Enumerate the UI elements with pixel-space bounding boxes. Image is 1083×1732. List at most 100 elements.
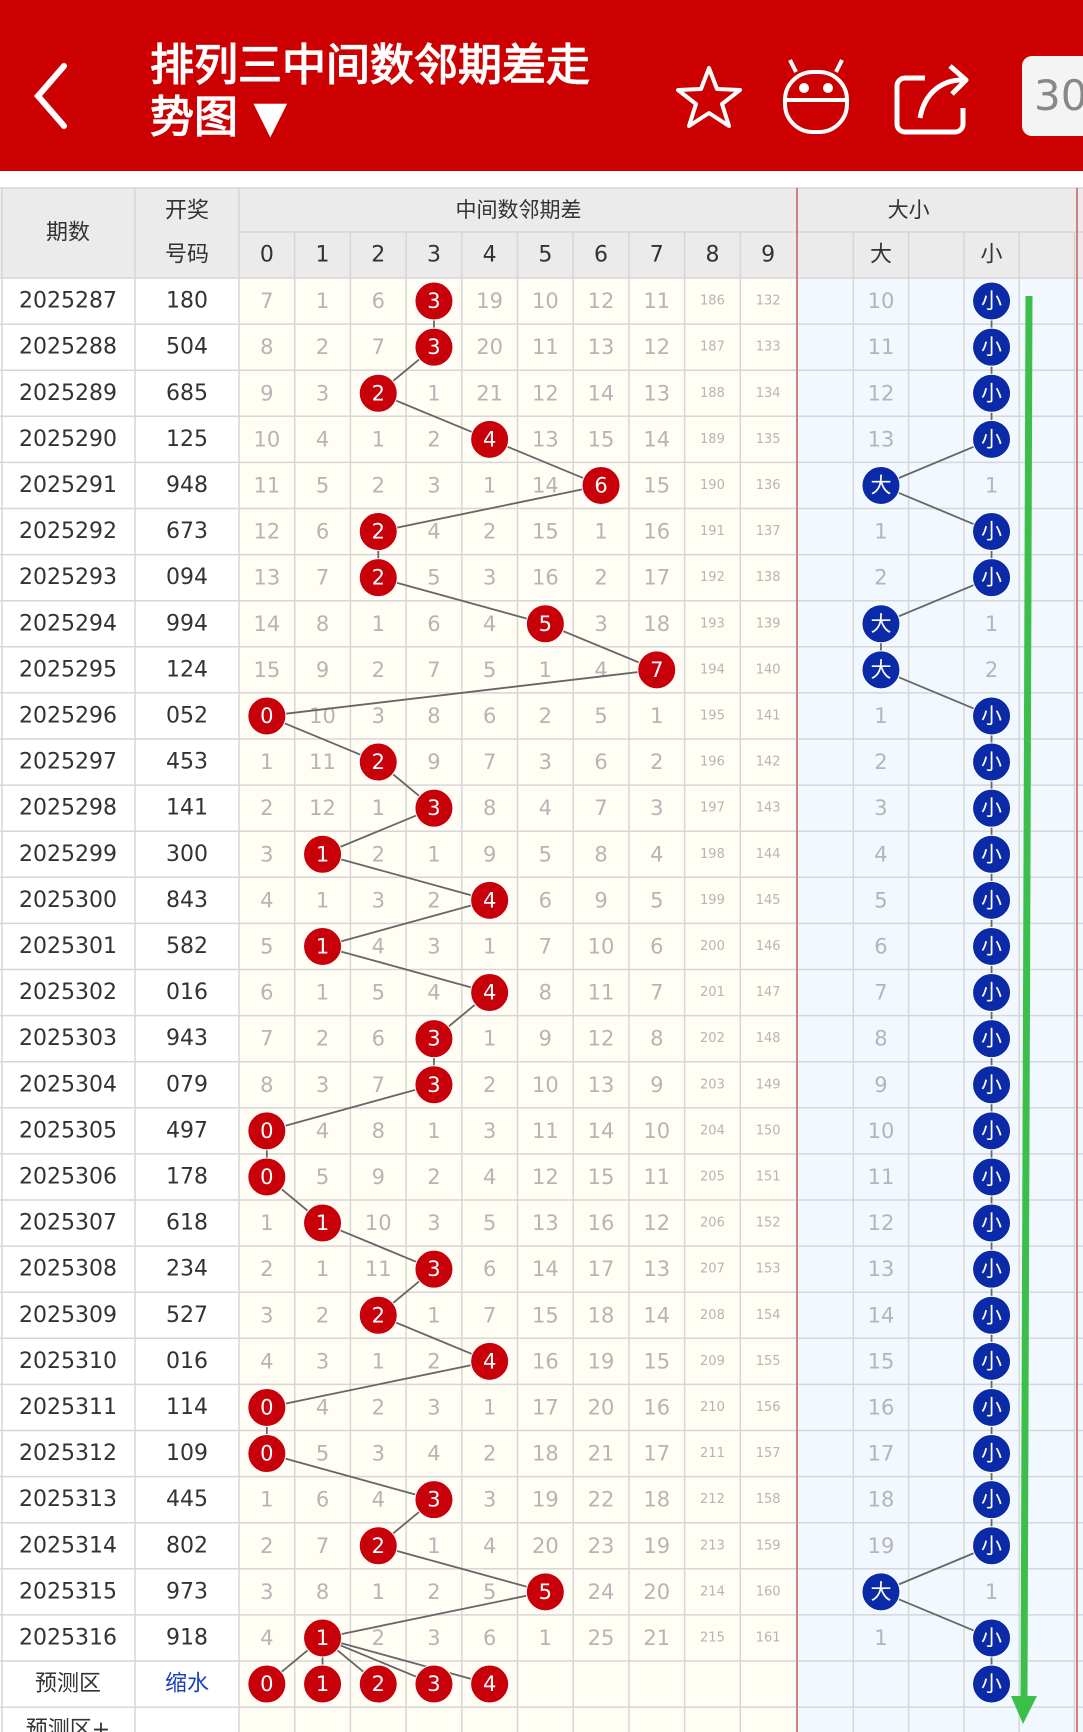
- ball: [358, 1664, 398, 1704]
- gap-value: 23: [588, 1534, 615, 1558]
- gap-value: 197: [700, 801, 725, 816]
- gap-value: 212: [700, 1492, 725, 1507]
- gap-value: 133: [756, 340, 781, 355]
- ball-label: 小: [981, 427, 1002, 451]
- gap-value: 8: [483, 796, 496, 820]
- gap-value: 4: [372, 934, 385, 958]
- share-button[interactable]: [894, 64, 969, 135]
- gap-value: 214: [700, 1584, 725, 1599]
- gap-value: 209: [700, 1354, 725, 1369]
- draw-code: 685: [166, 381, 208, 406]
- ball: [303, 1203, 343, 1243]
- gap-value: 6: [260, 981, 273, 1005]
- column-header: 开奖: [165, 199, 209, 224]
- period: 2025314: [19, 1533, 117, 1558]
- trend-line: [322, 853, 490, 902]
- ball: [972, 1526, 1012, 1566]
- ball: [414, 1664, 454, 1704]
- gap-value: 210: [700, 1400, 725, 1415]
- back-button[interactable]: [34, 63, 67, 129]
- gap-value: 3: [427, 1395, 440, 1419]
- ball-label: 5: [539, 1580, 552, 1604]
- gap-value: 5: [483, 658, 496, 682]
- gap-value: 4: [427, 981, 440, 1005]
- android-button[interactable]: [783, 59, 849, 134]
- gap-value: 3: [483, 1119, 496, 1143]
- ball-label: 4: [483, 1672, 496, 1696]
- gap-value: 11: [643, 289, 670, 313]
- gap-value: 145: [756, 893, 781, 908]
- trend-line: [880, 438, 992, 487]
- gap-value: 132: [756, 294, 781, 309]
- period: 2025305: [19, 1118, 117, 1143]
- gap-value: 196: [700, 755, 725, 770]
- period: 2025310: [19, 1349, 117, 1374]
- ball: [972, 926, 1012, 966]
- ball-label: 2: [372, 1672, 385, 1696]
- period: 2025289: [19, 381, 117, 406]
- draw-code: 802: [166, 1533, 208, 1558]
- gap-value: 5: [316, 1442, 329, 1466]
- gap-value: 11: [309, 750, 336, 774]
- ball-label: 0: [260, 1672, 273, 1696]
- gap-value: 134: [756, 386, 781, 401]
- ball-label: 4: [483, 981, 496, 1005]
- gap-value: 8: [316, 1580, 329, 1604]
- ball: [972, 373, 1012, 413]
- ball-label: 1: [316, 934, 329, 958]
- gap-value: 2: [260, 1534, 273, 1558]
- gap-value: 2: [427, 1349, 440, 1373]
- ball: [972, 281, 1012, 321]
- gap-value: 8: [260, 1073, 273, 1097]
- ball-label: 大: [870, 658, 891, 682]
- app-bar: 排列三中间数邻期差走势图 ▼ 30: [0, 0, 1083, 171]
- ball: [414, 1065, 454, 1105]
- gap-value: 2: [594, 566, 607, 590]
- size-gap: 13: [868, 427, 895, 451]
- ball: [972, 1203, 1012, 1243]
- favorite-button[interactable]: [676, 66, 742, 128]
- draw-code: 300: [166, 842, 208, 867]
- gap-value: 2: [650, 750, 663, 774]
- ball-label: 0: [260, 1442, 273, 1466]
- ball-label: 小: [981, 1672, 1002, 1696]
- trend-line: [322, 807, 435, 856]
- gap-value: 2: [372, 1626, 385, 1650]
- digit-header: 9: [761, 243, 775, 268]
- period: 2025288: [19, 335, 117, 360]
- gap-value: 15: [588, 1165, 615, 1189]
- gap-value: 2: [372, 1395, 385, 1419]
- trend-line: [322, 945, 490, 994]
- size-gap: 12: [868, 381, 895, 405]
- ball: [861, 650, 901, 690]
- gap-value: 3: [372, 1442, 385, 1466]
- ball-label: 2: [372, 381, 385, 405]
- gap-value: 12: [253, 520, 280, 544]
- ball: [972, 788, 1012, 828]
- gap-value: 140: [756, 662, 781, 677]
- ball: [637, 650, 677, 690]
- trend-line: [377, 392, 490, 441]
- period-count-button[interactable]: 30: [1022, 56, 1083, 136]
- draw-code: 843: [166, 888, 208, 913]
- gap-value: 198: [700, 847, 725, 862]
- trend-line: [322, 1637, 435, 1685]
- ball-label: 3: [427, 1257, 440, 1281]
- trend-line: [266, 1360, 490, 1409]
- trend-line: [266, 668, 657, 717]
- gap-value: 6: [372, 1027, 385, 1051]
- gap-value: 1: [483, 934, 496, 958]
- size-gap: 2: [985, 658, 998, 682]
- gap-value: 3: [650, 796, 663, 820]
- gap-value: 147: [756, 985, 781, 1000]
- gap-value: 3: [427, 473, 440, 497]
- ball-label: 2: [372, 1534, 385, 1558]
- gap-value: 3: [316, 1073, 329, 1097]
- draw-code: 124: [166, 657, 208, 682]
- gap-value: 2: [372, 473, 385, 497]
- digit-header: 6: [594, 243, 608, 268]
- ball-label: 小: [981, 381, 1002, 405]
- gap-value: 11: [532, 1119, 559, 1143]
- period: 2025295: [19, 657, 117, 682]
- gap-value: 1: [483, 1027, 496, 1051]
